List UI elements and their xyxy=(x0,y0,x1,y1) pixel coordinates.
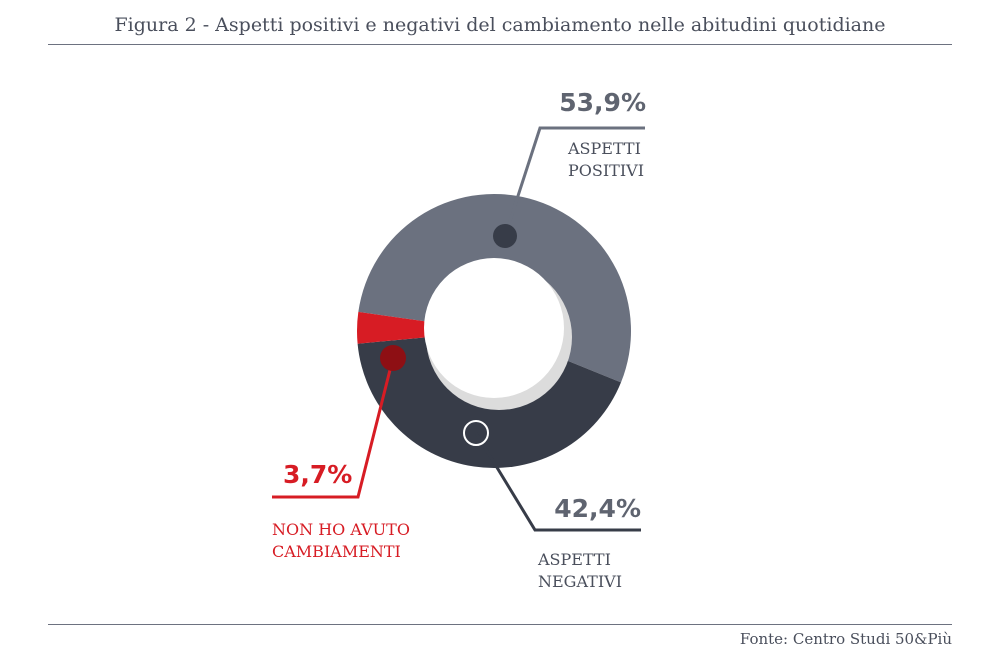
label-negativi-line2: NEGATIVI xyxy=(538,572,622,591)
label-nessuno-line1: NON HO AVUTO xyxy=(272,520,410,539)
label-positivi-line2: POSITIVI xyxy=(568,161,644,180)
donut-hole xyxy=(424,258,564,398)
leader-line-nessuno xyxy=(272,357,395,499)
marker-nessuno xyxy=(380,345,406,371)
callout-negativi: 42,4% ASPETTI NEGATIVI xyxy=(463,420,641,591)
label-nessuno-line2: CAMBIAMENTI xyxy=(272,542,401,561)
value-label-positivi: 53,9% xyxy=(559,88,646,117)
value-label-negativi: 42,4% xyxy=(554,494,641,523)
value-label-nessuno: 3,7% xyxy=(283,460,352,489)
callout-positivi: 53,9% ASPETTI POSITIVI xyxy=(493,88,646,248)
top-rule xyxy=(48,44,952,45)
marker-negativi xyxy=(463,420,489,446)
label-negativi-line1: ASPETTI xyxy=(537,550,611,569)
leader-line-positivi xyxy=(503,126,645,237)
chart-title: Figura 2 - Aspetti positivi e negativi d… xyxy=(114,14,886,36)
marker-positivi xyxy=(493,224,517,248)
leader-line-negativi xyxy=(474,432,641,532)
bottom-rule xyxy=(48,624,952,625)
source-note: Fonte: Centro Studi 50&Più xyxy=(739,630,952,648)
label-positivi-line1: ASPETTI xyxy=(567,139,641,158)
callout-nessuno: 3,7% NON HO AVUTO CAMBIAMENTI xyxy=(272,345,410,561)
